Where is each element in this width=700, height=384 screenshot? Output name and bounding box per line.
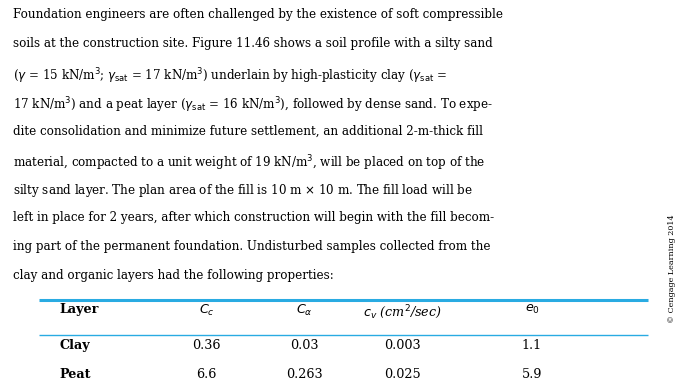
Text: Layer: Layer [60,303,99,316]
Text: 0.003: 0.003 [384,339,421,353]
Text: 1.1: 1.1 [522,339,542,353]
Text: $\mathit{C_\alpha}$: $\mathit{C_\alpha}$ [296,303,313,318]
Text: © Cengage Learning 2014: © Cengage Learning 2014 [668,215,676,323]
Text: soils at the construction site. Figure 11.46 shows a soil profile with a silty s: soils at the construction site. Figure 1… [13,38,492,50]
Text: material, compacted to a unit weight of 19 kN/m$^3$, will be placed on top of th: material, compacted to a unit weight of … [13,153,485,173]
Text: ing part of the permanent foundation. Undisturbed samples collected from the: ing part of the permanent foundation. Un… [13,240,490,253]
Text: 6.6: 6.6 [196,368,217,381]
Text: Foundation engineers are often challenged by the existence of soft compressible: Foundation engineers are often challenge… [13,8,503,22]
Text: 5.9: 5.9 [522,368,542,381]
Text: clay and organic layers had the following properties:: clay and organic layers had the followin… [13,270,333,282]
Text: dite consolidation and minimize future settlement, an additional 2-m-thick fill: dite consolidation and minimize future s… [13,124,482,137]
Text: 0.36: 0.36 [193,339,220,353]
Text: silty sand layer. The plan area of the fill is 10 m $\times$ 10 m. The fill load: silty sand layer. The plan area of the f… [13,182,473,199]
Text: 17 kN/m$^3$) and a peat layer ($\gamma_\mathrm{sat}$ = 16 kN/m$^3$), followed by: 17 kN/m$^3$) and a peat layer ($\gamma_\… [13,95,492,115]
Text: 0.263: 0.263 [286,368,323,381]
Text: $\mathit{C_c}$: $\mathit{C_c}$ [199,303,214,318]
Text: Clay: Clay [60,339,90,353]
Text: 0.03: 0.03 [290,339,318,353]
Text: left in place for 2 years, after which construction will begin with the fill bec: left in place for 2 years, after which c… [13,211,494,224]
Text: $e_0$: $e_0$ [524,303,540,316]
Text: Peat: Peat [60,368,91,381]
Text: $c_v$ (cm$^2$/sec): $c_v$ (cm$^2$/sec) [363,303,442,321]
Text: 0.025: 0.025 [384,368,421,381]
Text: ($\gamma$ = 15 kN/m$^3$; $\gamma_\mathrm{sat}$ = 17 kN/m$^3$) underlain by high-: ($\gamma$ = 15 kN/m$^3$; $\gamma_\mathrm… [13,66,447,86]
